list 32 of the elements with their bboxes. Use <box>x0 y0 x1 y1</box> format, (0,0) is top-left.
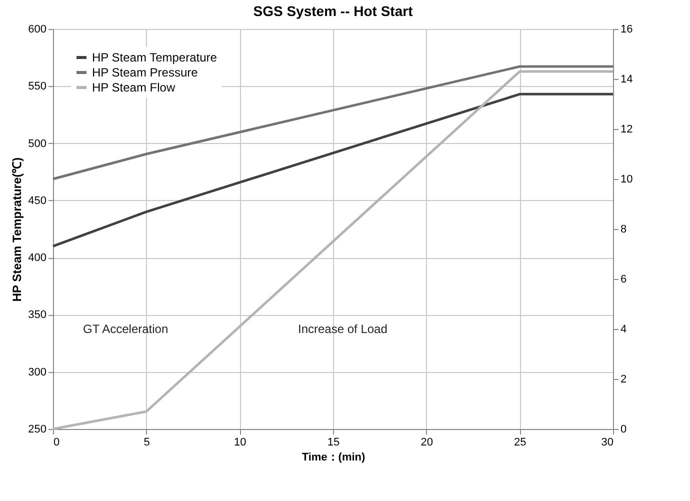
y-tick-label: 400 <box>28 252 46 264</box>
y2-tick-label: 2 <box>620 374 627 386</box>
y2-tick-label: 14 <box>620 74 633 86</box>
legend-label: HP Steam Flow <box>92 80 176 94</box>
y2-tick-label: 10 <box>620 174 633 186</box>
annotation: GT Acceleration <box>83 322 168 336</box>
y-tick-label: 450 <box>28 194 46 207</box>
y-tick-label: 300 <box>28 366 46 378</box>
y-tick-label: 500 <box>28 138 46 150</box>
y2-tick-label: 6 <box>620 274 627 286</box>
legend-label: HP Steam Temperature <box>92 50 218 64</box>
y-tick-label: 250 <box>28 424 46 436</box>
x-axis-title: Time：(min) <box>302 452 366 464</box>
y2-tick-label: 0 <box>620 424 627 436</box>
y-tick-label: 550 <box>28 80 46 93</box>
x-tick-label: 15 <box>327 436 340 448</box>
x-tick-label: 10 <box>234 436 246 448</box>
y2-tick-label: 16 <box>620 24 633 36</box>
y-tick-label: 600 <box>28 24 46 36</box>
y2-tick-label: 8 <box>620 224 627 236</box>
y-tick-label: 350 <box>28 309 46 322</box>
annotation: Increase of Load <box>298 322 388 336</box>
y2-tick-label: 4 <box>620 324 627 336</box>
x-tick-label: 20 <box>420 436 433 448</box>
y-axis-title: HP Steam Temprature(℃) <box>10 157 24 302</box>
y2-tick-label: 12 <box>620 124 633 136</box>
x-tick-label: 25 <box>514 436 526 448</box>
legend-label: HP Steam Pressure <box>92 66 198 80</box>
x-tick-label: 30 <box>601 436 614 448</box>
x-tick-label: 5 <box>144 436 150 448</box>
chart-title: SGS System -- Hot Start <box>253 3 414 19</box>
x-tick-label: 0 <box>54 436 60 448</box>
